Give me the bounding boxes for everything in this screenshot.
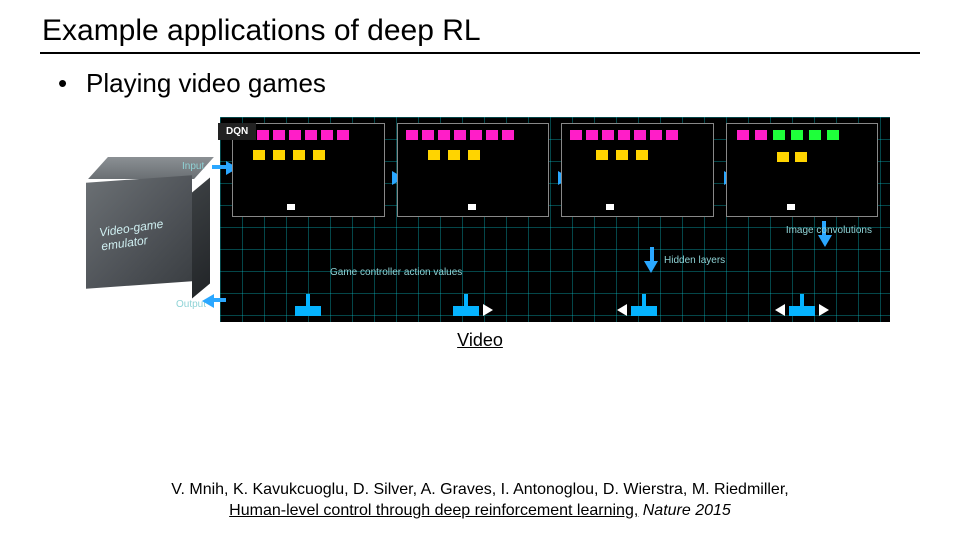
citation-paper-link[interactable]: Human-level control through deep reinfor… <box>229 502 638 519</box>
conv-label: Image convolutions <box>786 225 872 236</box>
bullet-item: •Playing video games <box>58 68 920 99</box>
slide: Example applications of deep RL •Playing… <box>0 0 960 540</box>
bullet-dot: • <box>58 68 86 99</box>
controller <box>232 280 385 316</box>
dqn-figure: Video-game emulator DQN Input Output <box>70 117 890 351</box>
game-frame <box>397 123 550 217</box>
citation-authors: V. Mnih, K. Kavukcuoglu, D. Silver, A. G… <box>171 481 788 498</box>
frame-row <box>232 123 878 217</box>
dqn-badge: DQN <box>218 123 256 140</box>
bullet-text: Playing video games <box>86 68 326 98</box>
hidden-label: Hidden layers <box>664 255 725 266</box>
game-frame <box>561 123 714 217</box>
controller-row <box>232 280 878 316</box>
down-arrow-icon <box>644 261 658 273</box>
controller <box>726 280 879 316</box>
action-label: Game controller action values <box>330 267 462 278</box>
citation-venue: Nature 2015 <box>638 502 731 519</box>
down-arrow-icon <box>818 235 832 247</box>
output-arrow-icon <box>202 294 214 308</box>
controller <box>561 280 714 316</box>
citation: V. Mnih, K. Kavukcuoglu, D. Silver, A. G… <box>0 479 960 522</box>
video-link[interactable]: Video <box>70 330 890 351</box>
input-label: Input <box>182 161 204 172</box>
controller <box>397 280 550 316</box>
network-panel: DQN Input Output <box>220 117 890 322</box>
slide-title: Example applications of deep RL <box>40 14 920 54</box>
emulator-cube: Video-game emulator <box>70 117 220 322</box>
game-frame <box>726 123 879 217</box>
